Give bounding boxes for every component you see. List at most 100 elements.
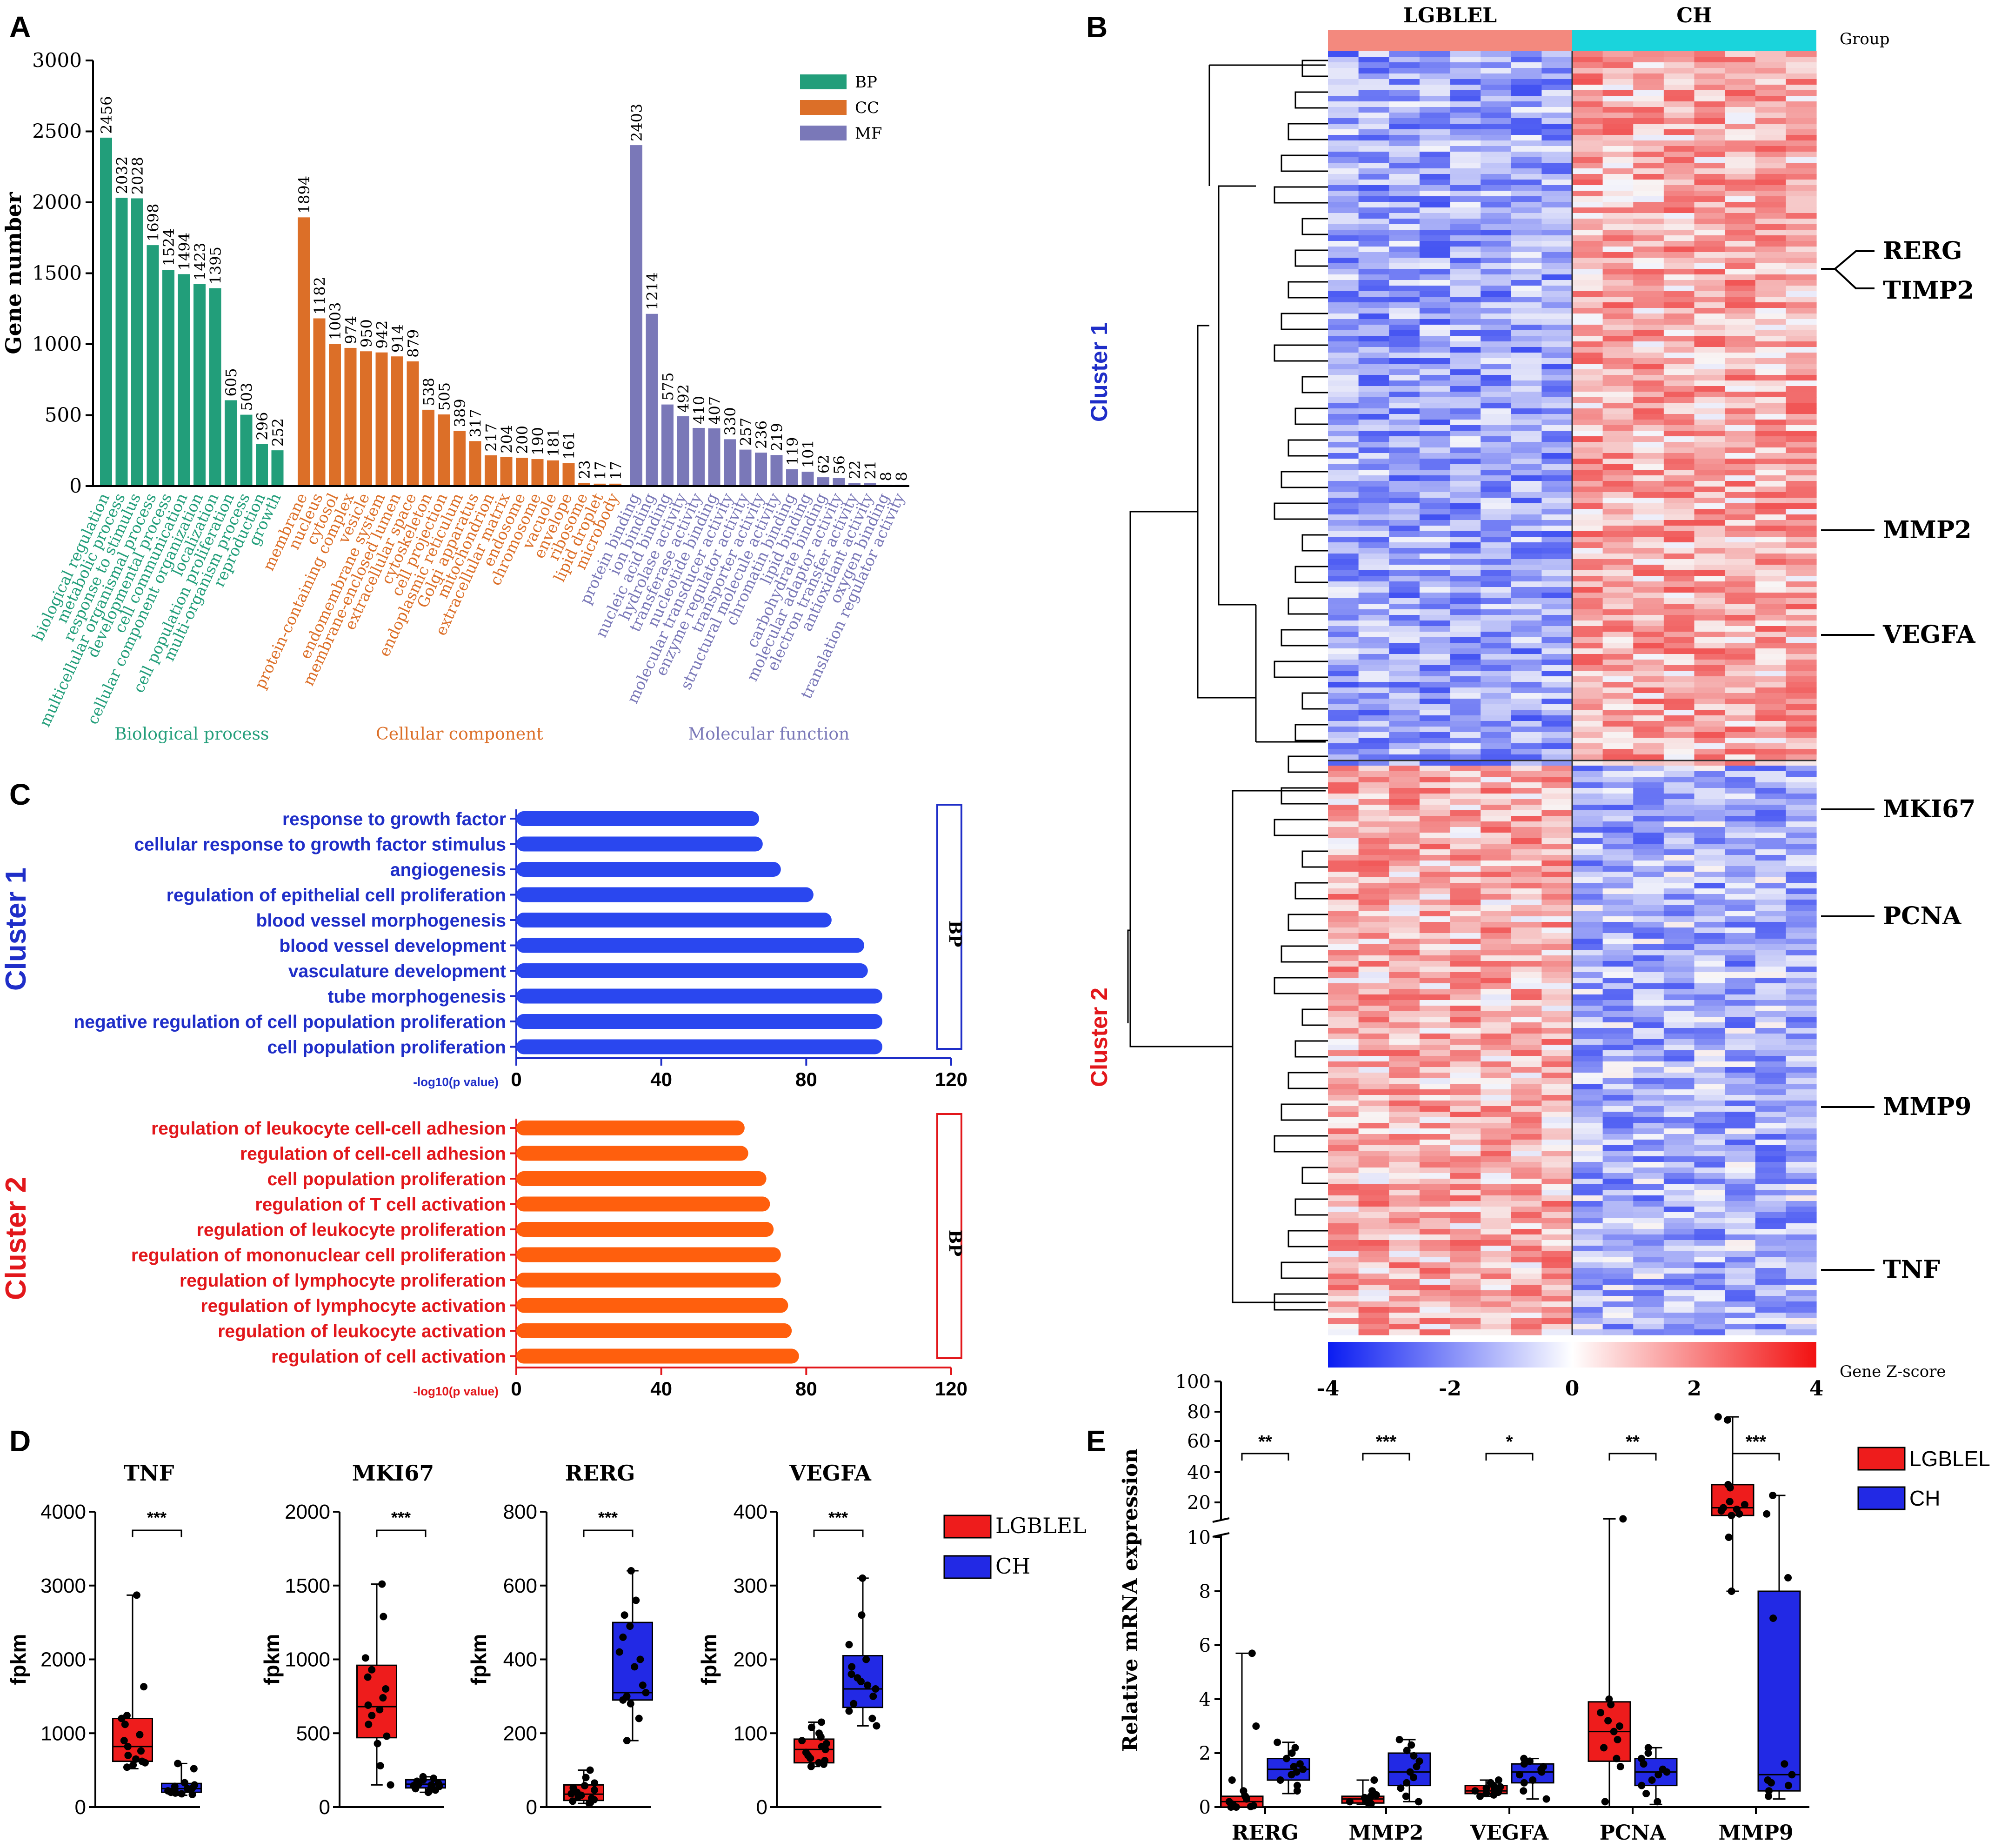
heatmap-cell <box>1541 213 1573 219</box>
heatmap-cell <box>1450 196 1481 202</box>
heatmap-cell <box>1450 1006 1481 1012</box>
heatmap-cell <box>1755 855 1786 861</box>
heatmap-cell <box>1358 118 1389 124</box>
heatmap-cell <box>1725 671 1756 677</box>
heatmap-cell <box>1511 799 1542 805</box>
heatmap-cell <box>1602 196 1634 202</box>
heatmap-cell <box>1511 559 1542 565</box>
heatmap-cell <box>1450 185 1481 191</box>
heatmap-cell <box>1541 168 1573 174</box>
heatmap-cell <box>1786 648 1817 654</box>
heatmap-cell <box>1358 325 1389 331</box>
heatmap-cell <box>1481 1006 1512 1012</box>
heatmap-cell <box>1541 135 1573 141</box>
heatmap-cell <box>1725 933 1756 939</box>
heatmap-cell <box>1663 794 1695 800</box>
heatmap-cell <box>1328 872 1359 878</box>
heatmap-cell <box>1663 347 1695 353</box>
bar-cc <box>438 414 450 486</box>
heatmap-cell <box>1663 1223 1695 1229</box>
enrichment-bar <box>516 836 763 852</box>
heatmap-cell <box>1481 157 1512 163</box>
box-group <box>1588 1515 1631 1808</box>
heatmap-cell <box>1786 883 1817 889</box>
heatmap-cell <box>1725 978 1756 984</box>
heatmap-cell <box>1633 1101 1664 1107</box>
heatmap-cell <box>1633 336 1664 342</box>
heatmap-cell <box>1358 274 1389 280</box>
heatmap-cell <box>1755 219 1786 225</box>
heatmap-cell <box>1541 1011 1573 1017</box>
heatmap-cell <box>1694 676 1725 682</box>
heatmap-cell <box>1725 1050 1756 1056</box>
enrichment-bar <box>516 1146 748 1161</box>
heatmap-cell <box>1633 420 1664 426</box>
heatmap-cell <box>1633 559 1664 565</box>
heatmap-cell <box>1633 514 1664 520</box>
heatmap-cell <box>1358 643 1389 649</box>
heatmap-cell <box>1419 180 1451 186</box>
heatmap-cell <box>1755 207 1786 213</box>
heatmap-cell <box>1755 922 1786 928</box>
heatmap-cell <box>1663 1201 1695 1207</box>
heatmap-cell <box>1358 972 1389 978</box>
heatmap-cell <box>1419 821 1451 827</box>
heatmap-cell <box>1419 1246 1451 1252</box>
heatmap-cell <box>1572 894 1603 900</box>
heatmap-cell <box>1328 1168 1359 1174</box>
heatmap-cell <box>1419 978 1451 984</box>
heatmap-cell <box>1786 1017 1817 1023</box>
enrichment-bar <box>516 1222 774 1237</box>
heatmap-cell <box>1572 57 1603 63</box>
heatmap-cell <box>1358 911 1389 917</box>
heatmap-cell <box>1633 73 1664 80</box>
heatmap-cell <box>1725 754 1756 761</box>
heatmap-cell <box>1602 1067 1634 1073</box>
heatmap-cell <box>1755 805 1786 811</box>
heatmap-cell <box>1786 224 1817 230</box>
heatmap-cell <box>1328 565 1359 571</box>
heatmap-cell <box>1481 336 1512 342</box>
data-point <box>171 1789 179 1797</box>
heatmap-cell <box>1602 749 1634 755</box>
heatmap-cell <box>1663 135 1695 141</box>
heatmap-cell <box>1694 168 1725 174</box>
y-tick-label: 80 <box>1187 1401 1211 1423</box>
legend-label: MF <box>855 124 882 143</box>
heatmap-cell <box>1419 994 1451 1001</box>
heatmap-cell <box>1694 732 1725 738</box>
heatmap-cell <box>1694 687 1725 694</box>
heatmap-cell <box>1419 146 1451 152</box>
heatmap-cell <box>1358 1274 1389 1280</box>
heatmap-cell <box>1389 124 1420 130</box>
heatmap-cell <box>1725 1034 1756 1040</box>
heatmap-cell <box>1786 135 1817 141</box>
heatmap-cell <box>1328 805 1359 811</box>
heatmap-cell <box>1755 146 1786 152</box>
heatmap-cell <box>1450 280 1481 286</box>
heatmap-cell <box>1419 1123 1451 1129</box>
heatmap-cell <box>1663 1123 1695 1129</box>
data-label: 1003 <box>327 302 344 340</box>
heatmap-cell <box>1755 291 1786 297</box>
heatmap-cell <box>1481 660 1512 666</box>
heatmap-cell <box>1755 286 1786 292</box>
heatmap-cell <box>1694 1162 1725 1168</box>
cluster-label: Cluster 1 <box>0 867 32 991</box>
heatmap-cell <box>1328 693 1359 699</box>
heatmap-cell <box>1328 386 1359 392</box>
heatmap-cell <box>1511 738 1542 744</box>
heatmap-cell <box>1419 894 1451 900</box>
heatmap-cell <box>1786 124 1817 130</box>
heatmap-cell <box>1663 1128 1695 1134</box>
bar-cc <box>531 459 544 486</box>
heatmap-cell <box>1511 291 1542 297</box>
heatmap-cell <box>1633 1106 1664 1112</box>
heatmap-cell <box>1450 1307 1481 1313</box>
heatmap-cell <box>1511 855 1542 861</box>
heatmap-cell <box>1450 855 1481 861</box>
heatmap-cell <box>1328 548 1359 554</box>
heatmap-cell <box>1663 576 1695 582</box>
heatmap-cell <box>1481 849 1512 855</box>
heatmap-cell <box>1663 950 1695 956</box>
